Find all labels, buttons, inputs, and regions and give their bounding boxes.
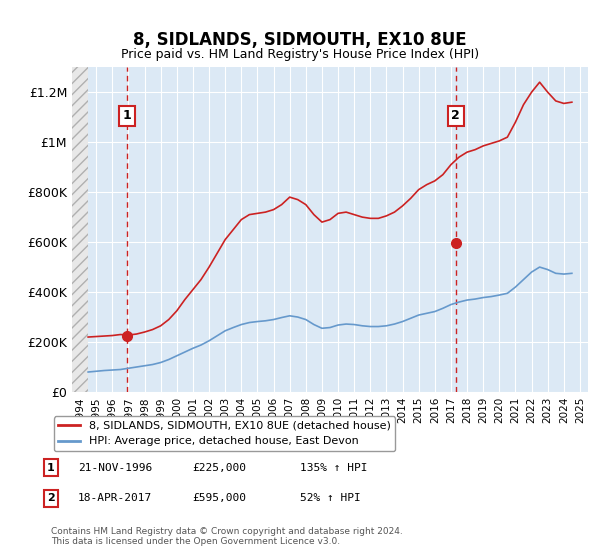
Legend: 8, SIDLANDS, SIDMOUTH, EX10 8UE (detached house), HPI: Average price, detached h: 8, SIDLANDS, SIDMOUTH, EX10 8UE (detache… bbox=[53, 417, 395, 451]
Text: 2: 2 bbox=[451, 109, 460, 123]
Text: 2: 2 bbox=[47, 493, 55, 503]
Text: 1: 1 bbox=[47, 463, 55, 473]
Text: 18-APR-2017: 18-APR-2017 bbox=[78, 493, 152, 503]
Text: Contains HM Land Registry data © Crown copyright and database right 2024.
This d: Contains HM Land Registry data © Crown c… bbox=[51, 526, 403, 546]
Bar bbox=[72, 67, 88, 392]
Text: 52% ↑ HPI: 52% ↑ HPI bbox=[300, 493, 361, 503]
Text: 135% ↑ HPI: 135% ↑ HPI bbox=[300, 463, 367, 473]
Text: 8, SIDLANDS, SIDMOUTH, EX10 8UE: 8, SIDLANDS, SIDMOUTH, EX10 8UE bbox=[133, 31, 467, 49]
Text: 1: 1 bbox=[122, 109, 131, 123]
Text: 21-NOV-1996: 21-NOV-1996 bbox=[78, 463, 152, 473]
Text: Price paid vs. HM Land Registry's House Price Index (HPI): Price paid vs. HM Land Registry's House … bbox=[121, 48, 479, 60]
Text: £225,000: £225,000 bbox=[192, 463, 246, 473]
Text: £595,000: £595,000 bbox=[192, 493, 246, 503]
